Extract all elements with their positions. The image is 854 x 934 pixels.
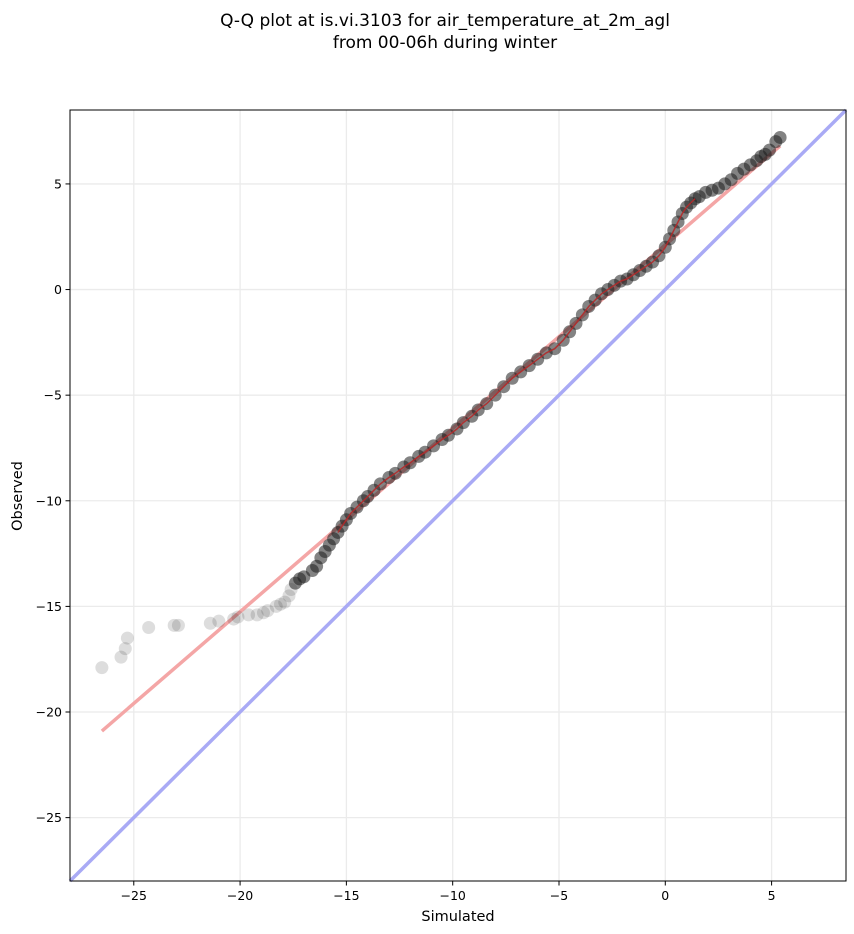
x-tick-label: −20: [227, 888, 253, 903]
y-tick-label: 5: [54, 176, 62, 191]
quantile-point: [203, 616, 217, 630]
quantile-point: [231, 610, 245, 624]
x-tick-label: −25: [121, 888, 147, 903]
x-tick-label: 0: [661, 888, 669, 903]
quantile-point: [120, 631, 134, 645]
chart-title-line-2: from 00-06h during winter: [333, 33, 557, 53]
x-tick-label: −15: [333, 888, 359, 903]
quantile-point: [114, 650, 128, 664]
quantile-point: [256, 606, 270, 620]
quantile-point: [250, 608, 264, 622]
quantile-point: [773, 130, 787, 144]
quantile-point: [212, 614, 226, 628]
tick-layer: −25 −20 −15 −10 −5 0 5 −25 −20 −15 −10 −5 0 5: [36, 176, 776, 903]
y-tick-label: −5: [44, 388, 62, 403]
quantile-point: [171, 618, 185, 632]
y-tick-label: −20: [36, 705, 62, 720]
x-axis-label: Simulated: [421, 909, 494, 925]
quantile-point: [261, 604, 275, 618]
quantile-point: [242, 608, 256, 622]
quantile-point: [227, 612, 241, 626]
x-tick-label: 5: [768, 888, 776, 903]
y-tick-label: −15: [36, 599, 62, 614]
x-tick-label: −5: [550, 888, 568, 903]
identity-line: [68, 108, 848, 883]
quantile-point: [118, 642, 132, 656]
x-tick-label: −10: [439, 888, 465, 903]
y-axis-label: Observed: [10, 461, 26, 531]
y-tick-label: 0: [54, 282, 62, 297]
quantile-point: [273, 597, 287, 611]
quantile-trend-line: [337, 198, 696, 533]
quantile-point: [278, 595, 292, 609]
quantile-point: [95, 661, 109, 675]
plot-area-frame: [69, 109, 847, 882]
quantile-point: [167, 618, 181, 632]
plot-layer: [68, 108, 848, 883]
y-tick-label: −10: [36, 493, 62, 508]
quantile-point: [269, 599, 283, 613]
chart-title-line-1: Q-Q plot at is.vi.3103 for air_temperatu…: [220, 11, 670, 31]
y-tick-label: −25: [36, 810, 62, 825]
quantile-point: [282, 589, 296, 603]
quantile-point: [142, 621, 156, 635]
